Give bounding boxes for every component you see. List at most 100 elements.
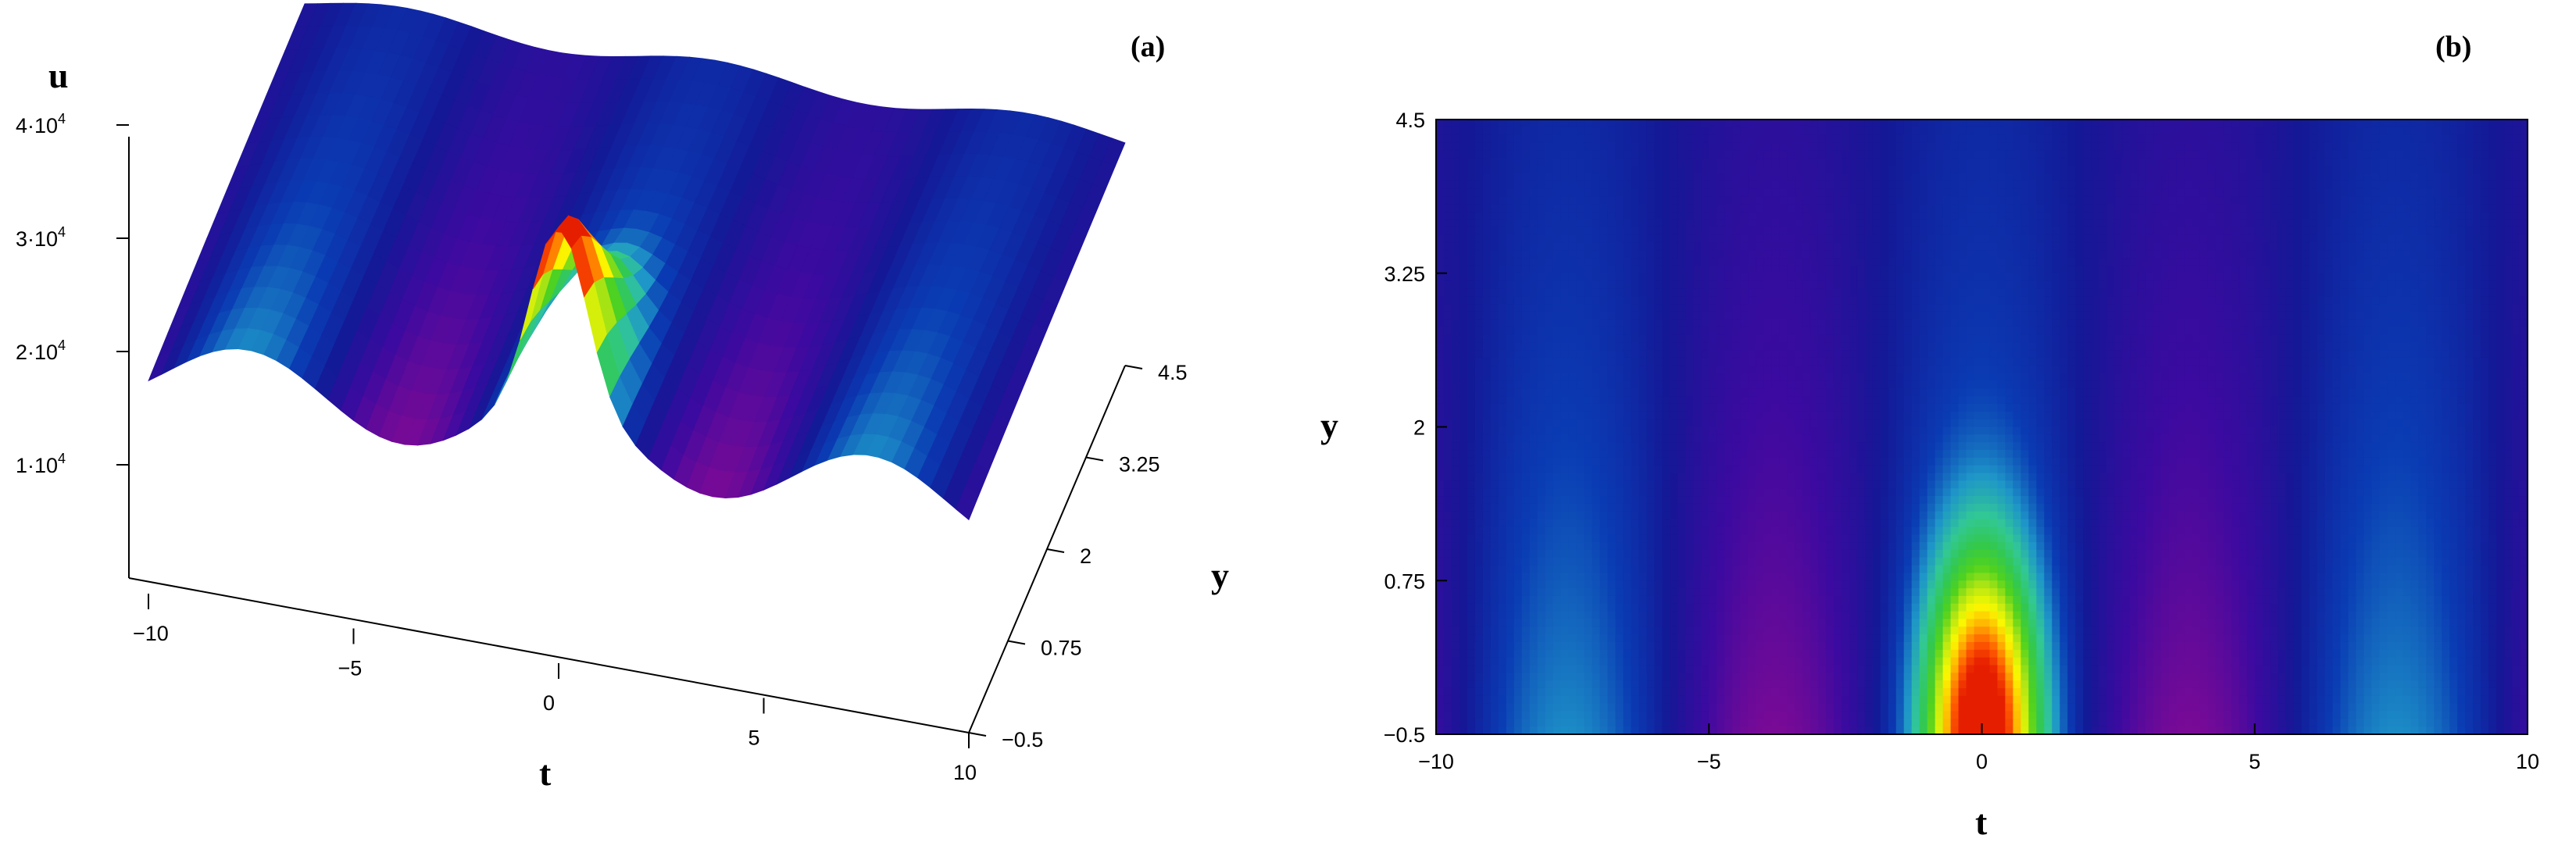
heatmap-cell xyxy=(1787,134,1795,144)
heatmap-cell xyxy=(1537,665,1546,673)
heatmap-cell xyxy=(1817,158,1827,166)
heatmap-cell xyxy=(1498,227,1507,236)
heatmap-cell xyxy=(1631,426,1640,435)
heatmap-cell xyxy=(1521,327,1531,336)
heatmap-cell xyxy=(1631,142,1640,151)
heatmap-cell xyxy=(1474,503,1484,512)
heatmap-cell xyxy=(1451,250,1460,259)
heatmap-cell xyxy=(1576,234,1585,243)
heatmap-cell xyxy=(1482,426,1492,435)
heatmap-cell xyxy=(1552,573,1562,581)
heatmap-cell xyxy=(1756,396,1764,405)
heatmap-cell xyxy=(1787,166,1795,174)
heatmap-cell xyxy=(1740,212,1749,220)
heatmap-cell xyxy=(1693,573,1702,581)
heatmap-cell xyxy=(1584,120,1593,128)
heatmap-cell xyxy=(1584,334,1593,343)
heatmap-cell xyxy=(1545,526,1554,535)
heatmap-cell xyxy=(1623,595,1632,605)
heatmap-cell xyxy=(1662,158,1670,166)
heatmap-cell xyxy=(1701,680,1710,689)
heatmap-cell xyxy=(1763,204,1772,212)
heatmap-cell xyxy=(1662,580,1670,589)
heatmap-cell xyxy=(1506,595,1515,605)
heatmap-cell xyxy=(1552,342,1562,351)
heatmap-cell xyxy=(1693,565,1702,574)
heatmap-cell xyxy=(1724,296,1733,305)
heatmap-cell xyxy=(1631,258,1640,266)
heatmap-cell xyxy=(1482,342,1492,351)
heatmap-cell xyxy=(1802,380,1811,389)
heatmap-cell xyxy=(1779,219,1788,228)
heatmap-cell xyxy=(1810,703,1819,712)
heatmap-cell xyxy=(1802,465,1811,474)
heatmap-cell xyxy=(1443,142,1452,151)
heatmap-cell xyxy=(1521,173,1531,182)
heatmap-cell xyxy=(1756,419,1764,428)
heatmap-cell xyxy=(1436,496,1445,505)
heatmap-cell xyxy=(1498,511,1507,520)
heatmap-cell xyxy=(1740,434,1749,443)
heatmap-cell xyxy=(1802,304,1811,312)
heatmap-cell xyxy=(1623,396,1632,405)
heatmap-cell xyxy=(1552,120,1562,128)
heatmap-cell xyxy=(1584,465,1593,474)
heatmap-cell xyxy=(1724,234,1733,243)
heatmap-cell xyxy=(1724,703,1733,712)
heatmap-cell xyxy=(1717,457,1725,466)
heatmap-cell xyxy=(1560,150,1570,159)
heatmap-cell xyxy=(1717,465,1725,474)
heatmap-cell xyxy=(1521,134,1531,144)
heatmap-cell xyxy=(1576,150,1585,159)
heatmap-cell xyxy=(1795,234,1803,243)
heatmap-cell xyxy=(1521,142,1531,151)
heatmap-cell xyxy=(1717,496,1725,505)
heatmap-cell xyxy=(1584,242,1593,251)
heatmap-cell xyxy=(1467,242,1476,251)
heatmap-cell xyxy=(1787,657,1795,666)
heatmap-cell xyxy=(1638,657,1648,666)
heatmap-cell xyxy=(1709,327,1717,336)
heatmap-cell xyxy=(1615,273,1624,282)
heatmap-cell xyxy=(1662,296,1670,305)
heatmap-cell xyxy=(1779,296,1788,305)
heatmap-cell xyxy=(1654,619,1663,627)
heatmap-cell xyxy=(1506,296,1515,305)
heatmap-cell xyxy=(1662,480,1670,489)
heatmap-cell xyxy=(1443,673,1452,681)
heatmap-cell xyxy=(1810,673,1819,681)
heatmap-cell xyxy=(1685,442,1694,451)
heatmap-cell xyxy=(1490,603,1499,612)
heatmap-cell xyxy=(1607,526,1617,535)
heatmap-cell xyxy=(1607,673,1617,681)
heatmap-cell xyxy=(1552,204,1562,212)
heatmap-cell xyxy=(1810,542,1819,551)
heatmap-cell xyxy=(1677,273,1686,282)
heatmap-cell xyxy=(1459,619,1468,627)
heatmap-cell xyxy=(1436,526,1445,535)
heatmap-cell xyxy=(1552,565,1562,574)
heatmap-cell xyxy=(1560,265,1570,274)
heatmap-cell xyxy=(1560,695,1570,705)
heatmap-cell xyxy=(1568,411,1577,420)
heatmap-cell xyxy=(1748,465,1756,474)
heatmap-cell xyxy=(1756,242,1764,251)
heatmap-cell xyxy=(1787,557,1795,566)
heatmap-cell xyxy=(1685,380,1694,389)
heatmap-cell xyxy=(1513,542,1523,551)
heatmap-cell xyxy=(1576,365,1585,374)
heatmap-cell xyxy=(1474,619,1484,627)
heatmap-cell xyxy=(1685,426,1694,435)
heatmap-cell xyxy=(1701,296,1710,305)
heatmap-cell xyxy=(1631,673,1640,681)
heatmap-cell xyxy=(1670,227,1678,236)
heatmap-cell xyxy=(1732,258,1741,266)
heatmap-cell xyxy=(1451,265,1460,274)
heatmap-cell xyxy=(1576,649,1585,658)
heatmap-cell xyxy=(1568,503,1577,512)
heatmap-cell xyxy=(1732,134,1741,144)
heatmap-cell xyxy=(1529,296,1538,305)
heatmap-cell xyxy=(1615,365,1624,374)
heatmap-cell xyxy=(1459,188,1468,197)
heatmap-cell xyxy=(1685,196,1694,205)
